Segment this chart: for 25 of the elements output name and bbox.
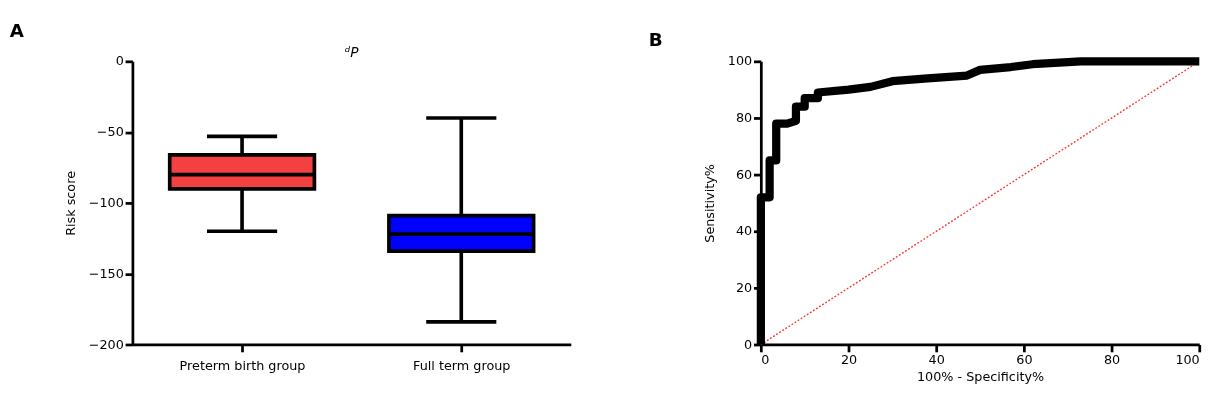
y-tick-label: −100: [88, 195, 124, 211]
y-tick-label: −50: [96, 124, 124, 140]
x-tick-label: 20: [840, 352, 858, 368]
y-tick-label: 0: [744, 336, 753, 352]
y-tick-label: 40: [735, 223, 753, 239]
x-tick-label: 60: [1016, 352, 1033, 368]
x-tick-label: 100: [1175, 352, 1200, 368]
x-tick-label: Preterm birth group: [179, 357, 306, 373]
x-axis-title: 100% - Specificity%: [916, 368, 1045, 384]
y-tick-label: 20: [735, 280, 753, 296]
chart-title: B: [648, 28, 663, 50]
x-tick-label: 40: [928, 352, 945, 368]
y-tick-label: −200: [88, 336, 124, 352]
x-tick-label: Full term group: [413, 357, 511, 373]
y-tick-label: −150: [88, 265, 124, 281]
y-axis-title: Risk score: [62, 170, 78, 236]
text: ᵈP: [344, 43, 360, 60]
y-tick-label: 60: [735, 166, 753, 182]
chart-title: A: [9, 19, 25, 41]
y-tick-label: 100: [727, 53, 753, 69]
y-axis-title: Sensitivity%: [702, 164, 718, 243]
x-tick-label: 0: [761, 352, 770, 368]
x-tick-label: 80: [1103, 352, 1121, 368]
y-tick-label: 80: [735, 110, 753, 126]
y-tick-label: 0: [115, 53, 124, 69]
